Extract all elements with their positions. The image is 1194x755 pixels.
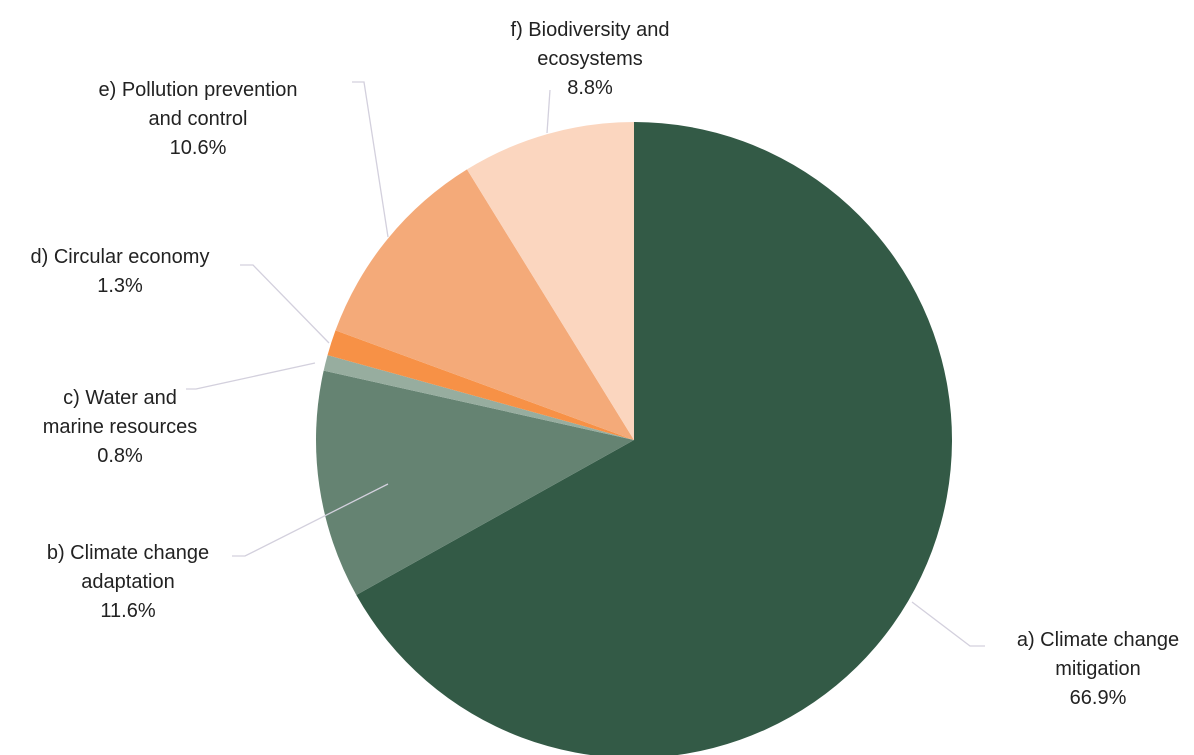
slice-label-d: d) Circular economy 1.3% [31, 246, 210, 297]
leader-line-e [352, 81, 389, 238]
pie-slices [315, 121, 952, 755]
slice-name-line: ecosystems [537, 48, 643, 70]
pie-slice-f [466, 121, 634, 440]
slice-name-line: c) Water and [63, 387, 177, 409]
leader-line-f [546, 89, 551, 134]
slice-value-label: 8.8% [567, 77, 613, 99]
leader-lines [186, 81, 985, 647]
slice-label-a: a) Climate change mitigation 66.9% [1017, 629, 1179, 709]
slice-name-line: a) Climate change [1017, 629, 1179, 651]
leader-line-b [232, 483, 389, 557]
slice-value-label: 0.8% [97, 445, 143, 467]
pie-slice-a [356, 122, 952, 755]
slice-name-line: b) Climate change [47, 542, 209, 564]
pie-slice-c [323, 355, 634, 440]
slice-value-label: 66.9% [1070, 687, 1127, 709]
slice-name-line: and control [149, 108, 248, 130]
pie-slice-b [315, 370, 634, 595]
slice-value-label: 10.6% [170, 137, 227, 159]
slice-name-line: f) Biodiversity and [511, 19, 670, 41]
slice-name-line: e) Pollution prevention [98, 79, 297, 101]
slice-name-line: marine resources [43, 416, 198, 438]
slice-value-label: 1.3% [97, 275, 143, 297]
slice-label-c: c) Water and marine resources 0.8% [43, 387, 198, 467]
leader-line-d [240, 264, 330, 344]
slice-name-line: adaptation [81, 571, 174, 593]
leader-line-a [911, 601, 985, 647]
slice-labels: a) Climate change mitigation 66.9% b) Clima… [31, 19, 1180, 709]
slice-name-line: d) Circular economy [31, 246, 210, 268]
pie-slice-d [327, 330, 634, 440]
slice-value-label: 11.6% [100, 600, 155, 622]
slice-name-line: mitigation [1055, 658, 1141, 680]
leader-line-c [186, 362, 316, 390]
slice-label-e: e) Pollution prevention and control 10.6% [98, 79, 297, 159]
slice-label-b: b) Climate change adaptation 11.6% [47, 542, 209, 622]
pie-slice-e [335, 169, 634, 440]
slice-label-f: f) Biodiversity and ecosystems 8.8% [511, 19, 670, 99]
